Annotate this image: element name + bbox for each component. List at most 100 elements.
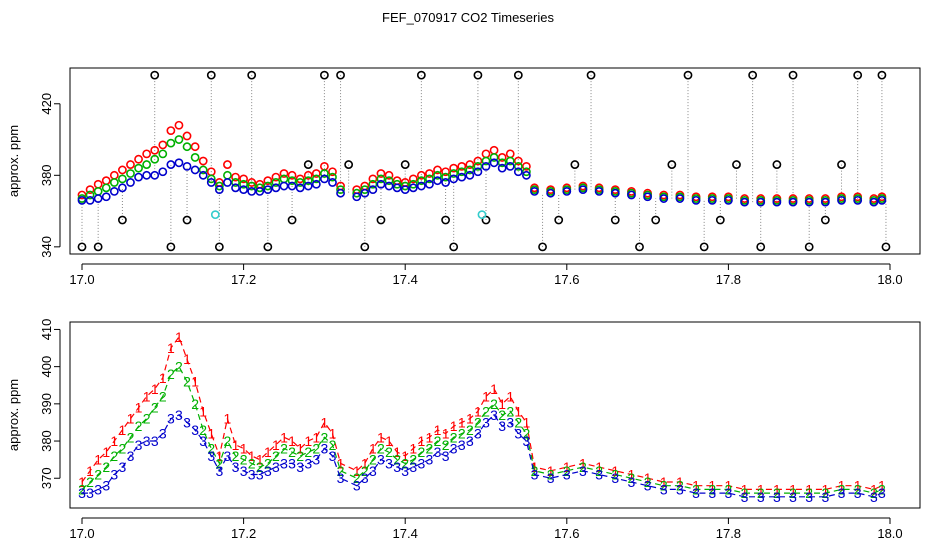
reference-point	[473, 70, 483, 80]
series-1-label: 1	[692, 478, 700, 494]
series-3-label: 3	[773, 489, 781, 505]
channel-1-point	[368, 174, 378, 184]
series-2-label: 2	[385, 444, 393, 460]
channel-3-point	[376, 179, 386, 189]
channel-1-point	[481, 149, 491, 159]
channel-3-point	[134, 172, 143, 182]
series-1-label: 1	[741, 481, 749, 497]
channel-2-point	[150, 154, 160, 164]
channel-3-point	[675, 194, 685, 203]
series-2-label: 2	[119, 440, 127, 456]
chart-title: FEF_070917 CO2 Timeseries	[382, 10, 554, 25]
channel-2-point	[400, 181, 410, 191]
channel-3-point	[659, 194, 669, 203]
channel-3-point	[190, 165, 200, 175]
top-plot-frame	[69, 67, 921, 255]
channel-1-point	[150, 145, 160, 155]
channel-3-point	[465, 170, 475, 180]
channel-2-point	[311, 174, 321, 184]
series-3-label: 3	[248, 467, 256, 483]
reference-point	[481, 215, 491, 225]
series-3-label: 3	[611, 470, 619, 486]
series-2-label: 2	[102, 459, 110, 475]
channel-3-point	[756, 197, 766, 207]
channel-1-point	[231, 172, 240, 182]
series-1-label: 1	[482, 388, 490, 404]
bottom-x-axis: 17.0 17.2 17.4 17.6 17.8 18.0	[69, 517, 903, 540]
channel-2-point	[465, 165, 475, 175]
channel-3-point	[457, 172, 467, 182]
bottom-y-tick-label: 410	[39, 319, 54, 341]
series-3-label: 3	[805, 489, 813, 505]
channel-1-point	[166, 126, 176, 135]
top-y-axis: 340 380 420	[39, 93, 61, 258]
channel-3-point	[231, 183, 240, 193]
series-3-label: 3	[224, 448, 232, 464]
reference-point	[416, 70, 426, 80]
channel-2-point	[182, 142, 192, 152]
channel-3-point	[223, 178, 232, 187]
series-3-label: 3	[312, 452, 320, 468]
channel-3-point	[724, 195, 733, 205]
channel-1-point	[247, 178, 257, 187]
series-3-label: 3	[353, 478, 361, 494]
series-3-label: 3	[329, 448, 337, 464]
channel-3-point	[562, 187, 572, 196]
reference-point	[570, 160, 580, 169]
channel-3-point	[239, 185, 248, 195]
channel-3-point	[247, 187, 257, 196]
bottom-y-axis: 370 380 390 400 410	[39, 319, 61, 489]
channel-2-point	[319, 169, 329, 178]
series-2-label: 2	[232, 448, 240, 464]
channel-1-point	[489, 145, 499, 155]
reference-point	[635, 242, 644, 252]
series-1-label: 1	[611, 463, 619, 479]
series-2-label: 2	[369, 452, 377, 468]
channel-2-point	[328, 172, 337, 182]
channel-1-point	[522, 161, 531, 171]
channel-3-point	[691, 195, 701, 205]
channel-1-point	[497, 153, 507, 162]
top-x-tick-label: 17.6	[554, 272, 579, 287]
series-3-label: 3	[94, 481, 102, 497]
reference-point	[715, 215, 725, 225]
reference-point	[837, 160, 846, 169]
channel-2-point	[134, 163, 143, 173]
series-3-label: 3	[183, 414, 191, 430]
channel-3-point	[392, 183, 402, 193]
series-1-label: 1	[498, 396, 506, 412]
series-2-label: 2	[94, 467, 102, 483]
series-3-label: 3	[272, 459, 280, 475]
series-2-label: 2	[143, 411, 151, 427]
series-3-label: 3	[321, 440, 329, 456]
channel-3-point	[85, 195, 95, 205]
channel-3-point	[311, 179, 321, 189]
series-3-label: 3	[434, 444, 442, 460]
channel-2-point	[109, 178, 119, 187]
series-3-label: 3	[377, 452, 385, 468]
series-3-label: 3	[86, 485, 94, 501]
series-3-label: 3	[595, 467, 603, 483]
reference-point	[699, 242, 709, 252]
series-2-label: 2	[401, 455, 409, 471]
series-3-label: 3	[579, 463, 587, 479]
series-2-label: 2	[458, 426, 466, 442]
channel-3-point	[158, 167, 168, 177]
series-2-label: 2	[644, 474, 652, 490]
channel-3-point	[93, 194, 103, 203]
series-2-label: 2	[215, 455, 223, 471]
channel-3-point	[279, 181, 289, 191]
channel-2-point	[449, 169, 459, 178]
bottom-x-tick-label: 18.0	[877, 526, 902, 540]
channel-2-point	[158, 149, 168, 159]
reference-point	[748, 70, 758, 80]
series-3-label: 3	[628, 474, 636, 490]
reference-point	[77, 242, 87, 252]
channel-2-point	[239, 179, 248, 189]
channel-3-point	[772, 197, 782, 207]
channel-1-point	[85, 185, 95, 195]
reference-point	[683, 70, 693, 80]
series-3-label: 3	[215, 463, 223, 479]
series-1-label: 1	[434, 422, 442, 438]
